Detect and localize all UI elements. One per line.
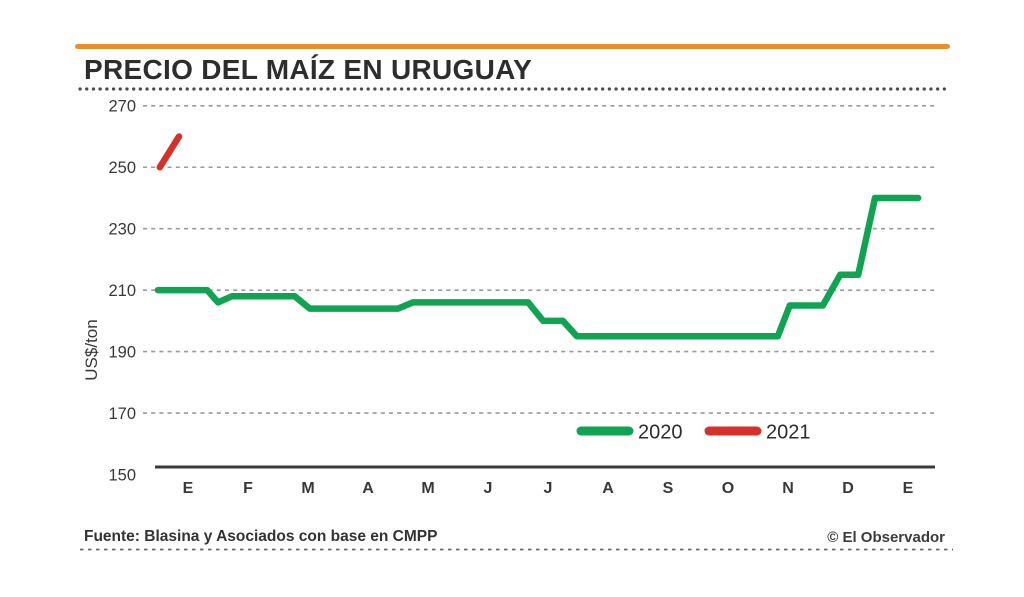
x-tick-label-4: A: [362, 480, 374, 497]
series-line-2021: [156, 133, 183, 171]
x-tick-label-12: D: [842, 480, 854, 497]
x-tick-label-9: S: [663, 480, 674, 497]
x-tick-label-6: J: [484, 480, 493, 497]
chart-title: PRECIO DEL MAÍZ EN URUGUAY: [84, 54, 533, 85]
top-accent-bar: [75, 44, 950, 49]
source-note: Fuente: Blasina y Asociados con base en …: [84, 528, 438, 545]
y-tick-label-230: 230: [108, 220, 136, 238]
y-tick-label-150: 150: [108, 466, 136, 484]
legend-label-2021: 2021: [766, 421, 811, 443]
x-tick-label-2: F: [243, 480, 253, 497]
credit-note: © El Observador: [827, 529, 945, 546]
y-tick-label-170: 170: [108, 405, 136, 423]
x-tick-label-10: O: [722, 480, 734, 497]
legend-label-2020: 2020: [638, 421, 683, 443]
y-tick-label-190: 190: [108, 343, 136, 361]
y-tick-label-210: 210: [108, 282, 136, 300]
x-tick-label-11: N: [782, 480, 794, 497]
x-tick-label-3: M: [301, 480, 314, 497]
x-tick-label-13: E: [903, 480, 914, 497]
x-tick-label-7: J: [544, 480, 553, 497]
x-tick-label-5: M: [421, 480, 434, 497]
x-tick-label-1: E: [183, 480, 194, 497]
y-axis-title: US$/ton: [82, 319, 101, 380]
y-tick-label-250: 250: [108, 159, 136, 177]
x-tick-label-8: A: [602, 480, 614, 497]
y-tick-label-270: 270: [108, 98, 136, 116]
series-line-2020: [154, 194, 922, 340]
